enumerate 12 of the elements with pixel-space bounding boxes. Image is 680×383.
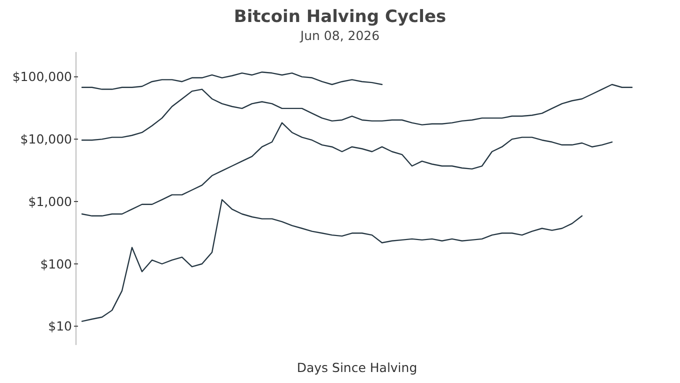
line-series	[81, 84, 633, 141]
chart-title: Bitcoin Halving Cycles	[234, 7, 446, 27]
chart-subtitle: Jun 08, 2026	[299, 28, 380, 43]
x-axis-title: Days Since Halving	[296, 360, 418, 375]
y-tick-label: $100,000	[12, 69, 72, 84]
y-tick-label: $1,000	[28, 194, 72, 209]
y-tick-label: $10,000	[20, 132, 72, 147]
line-series	[81, 72, 383, 90]
line-series	[81, 199, 583, 322]
line-series	[81, 122, 613, 216]
y-tick-label: $100	[40, 256, 72, 272]
y-tick-label: $10	[48, 318, 72, 334]
